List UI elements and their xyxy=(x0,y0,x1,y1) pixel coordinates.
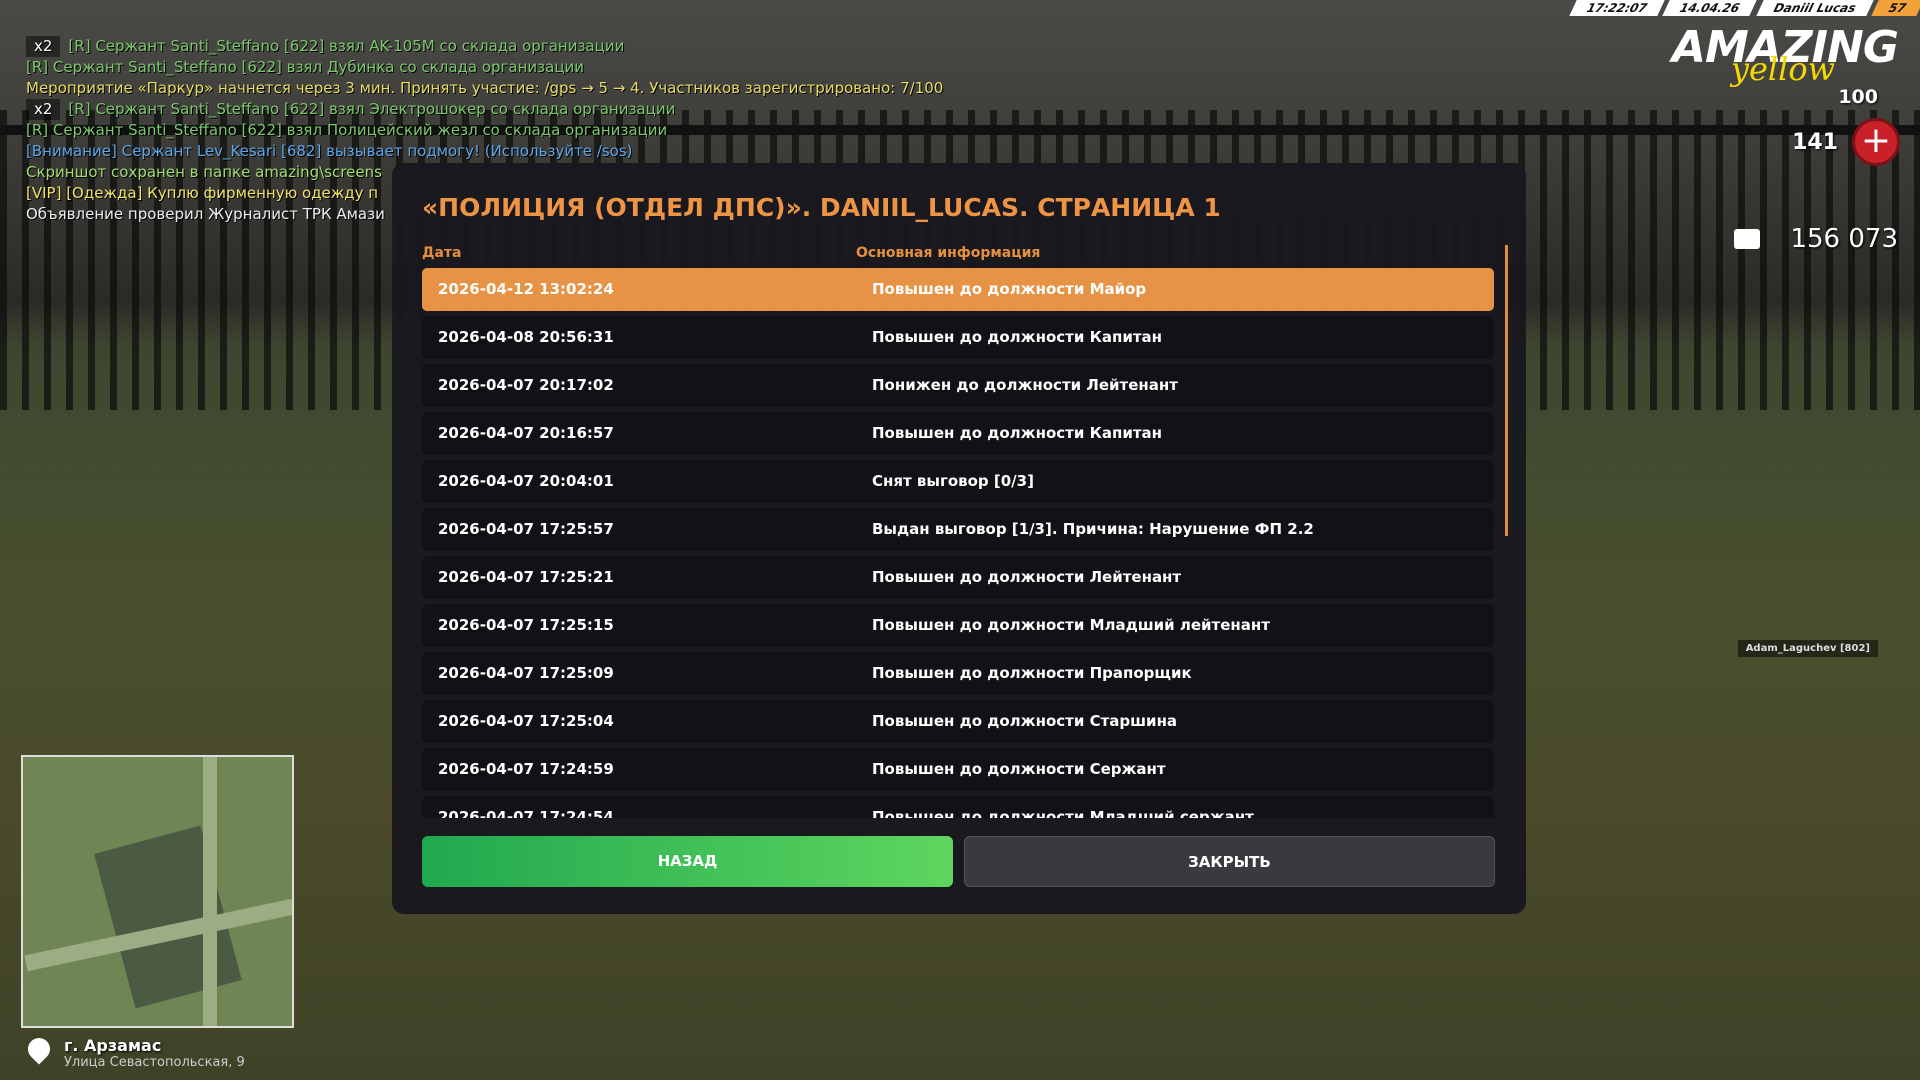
log-row[interactable]: 2026-04-07 20:17:02 Понижен до должности … xyxy=(422,364,1494,407)
chat-line: [R] Сержант Santi_Steffano [622] взял Ду… xyxy=(26,57,943,78)
status-bar: 17:22:07 14.04.26 Daniil Lucas 57 xyxy=(1567,0,1920,16)
chat-text: Мероприятие «Паркур» начнется через 3 ми… xyxy=(26,79,944,97)
armor: 100 xyxy=(1838,86,1878,108)
date-cell: 2026-04-08 20:56:31 xyxy=(438,328,614,346)
date: 14.04.26 xyxy=(1662,0,1758,16)
log-row[interactable]: 2026-04-07 17:25:15 Повышен до должности … xyxy=(422,604,1494,647)
column-header: Дата xyxy=(422,245,462,261)
date-cell: 2026-04-07 17:25:57 xyxy=(438,520,614,538)
chat-badge: x2 xyxy=(26,36,61,57)
time: 17:22:07 xyxy=(1568,0,1665,16)
date-cell: 2026-04-07 20:17:02 xyxy=(438,376,614,394)
fence-rail xyxy=(0,125,1920,135)
date-cell: 2026-04-07 17:25:09 xyxy=(438,664,614,682)
player-id: 57 xyxy=(1871,0,1920,16)
info-cell: Понижен до должности Лейтенант xyxy=(872,376,1178,394)
chat-line: [VIP] [Одежда] Куплю фирменную одежду п xyxy=(26,183,943,204)
rows: 2026-04-12 13:02:24 Повышен до должности … xyxy=(422,268,1494,818)
info-cell: Повышен до должности Капитан xyxy=(872,328,1163,346)
log-row[interactable]: 2026-04-07 17:24:59 Повышен до должности … xyxy=(422,748,1494,791)
log-row[interactable]: 2026-04-12 13:02:24 Повышен до должности … xyxy=(422,268,1494,311)
chat-text: Скриншот сохранен в папке amazing\screen… xyxy=(26,163,382,181)
chat-text: [R] Сержант Santi_Steffano [622] взял По… xyxy=(26,121,668,139)
date-cell: 2026-04-12 13:02:24 xyxy=(438,280,614,298)
info-cell: Выдан выговор [1/3]. Причина: Нарушение … xyxy=(872,520,1314,538)
money: 156 073 xyxy=(1790,224,1898,254)
chat-line: Мероприятие «Паркур» начнется через 3 ми… xyxy=(26,78,943,99)
chat-line: [Внимание] Сержант Lev_Kesari [682] вызы… xyxy=(26,141,943,162)
info-cell: Повышен до должности Капитан xyxy=(872,424,1163,442)
date-cell: 2026-04-07 17:25:21 xyxy=(438,568,614,586)
scrollbar[interactable] xyxy=(1505,245,1508,536)
chat-line: Скриншот сохранен в папке amazing\screen… xyxy=(26,162,943,183)
log-row[interactable]: 2026-04-07 20:16:57 Повышен до должности … xyxy=(422,412,1494,455)
dialog: «ПОЛИЦИЯ (ОТДЕЛ ДПС)». DANIIL_LUCAS. СТР… xyxy=(392,163,1526,914)
dialog-title: «ПОЛИЦИЯ (ОТДЕЛ ДПС)». DANIIL_LUCAS. СТР… xyxy=(422,193,1221,222)
date-cell: 2026-04-07 17:24:59 xyxy=(438,760,614,778)
date-cell: 2026-04-07 20:04:01 xyxy=(438,472,614,490)
info-cell: Повышен до должности Прапорщик xyxy=(872,664,1192,682)
log-row[interactable]: 2026-04-08 20:56:31 Повышен до должности … xyxy=(422,316,1494,359)
info-cell: Повышен до должности Майор xyxy=(872,280,1147,298)
chat-text: [R] Сержант Santi_Steffano [622] взял Эл… xyxy=(68,100,676,118)
info-cell: Повышен до должности Лейтенант xyxy=(872,568,1182,586)
chat-line: [R] Сержант Santi_Steffano [622] взял По… xyxy=(26,120,943,141)
info-cell: Повышен до должности Старшина xyxy=(872,712,1178,730)
log-row[interactable]: 2026-04-07 17:25:04 Повышен до должности … xyxy=(422,700,1494,743)
info-cell: Повышен до должности Младший сержант xyxy=(872,808,1254,818)
column-header: Основная информация xyxy=(856,245,1041,261)
date-cell: 2026-04-07 17:25:04 xyxy=(438,712,614,730)
map-road xyxy=(203,757,217,1026)
info-cell: Снят выговор [0/3] xyxy=(872,472,1034,490)
chat-line: x2 [R] Сержант Santi_Steffano [622] взял … xyxy=(26,36,943,57)
chat-text: [R] Сержант Santi_Steffano [622] взял Ду… xyxy=(26,58,585,76)
date-cell: 2026-04-07 17:24:54 xyxy=(438,808,614,818)
log-row[interactable]: 2026-04-07 17:25:21 Повышен до должности … xyxy=(422,556,1494,599)
street: Улица Севастопольская, 9 xyxy=(64,1055,245,1070)
log-row[interactable]: 2026-04-07 17:25:57 Выдан выговор [1/3]. … xyxy=(422,508,1494,551)
chat-line: x2 [R] Сержант Santi_Steffano [622] взял … xyxy=(26,99,943,120)
close-button[interactable]: ЗАКРЫТЬ xyxy=(964,836,1495,887)
chat: x2 [R] Сержант Santi_Steffano [622] взял … xyxy=(26,36,943,225)
wallet-icon xyxy=(1734,229,1760,249)
voice-tag: Adam_Laguchev [802] xyxy=(1737,640,1878,657)
log-row[interactable]: 2026-04-07 20:04:01 Снят выговор [0/3] xyxy=(422,460,1494,503)
logo: AMAZING xyxy=(1671,22,1899,73)
player: Daniil Lucas xyxy=(1755,0,1874,16)
chat-text: Объявление проверил Журналист ТРК Амази xyxy=(26,205,385,223)
info-cell: Повышен до должности Сержант xyxy=(872,760,1166,778)
minimap xyxy=(21,755,294,1028)
log-row[interactable]: 2026-04-07 17:24:54 Повышен до должности … xyxy=(422,796,1494,818)
chat-line: Объявление проверил Журналист ТРК Амази xyxy=(26,204,943,225)
chat-text: [VIP] [Одежда] Куплю фирменную одежду п xyxy=(26,184,379,202)
date-cell: 2026-04-07 20:16:57 xyxy=(438,424,614,442)
chat-text: [Внимание] Сержант Lev_Kesari [682] вызы… xyxy=(26,142,633,160)
chat-text: [R] Сержант Santi_Steffano [622] взял AK… xyxy=(68,37,625,55)
health-icon: + xyxy=(1852,118,1900,166)
city: г. Арзамас xyxy=(64,1036,162,1055)
logo-sub: yellow xyxy=(1730,50,1835,88)
info-cell: Повышен до должности Младший лейтенант xyxy=(872,616,1270,634)
health: 141 xyxy=(1792,130,1838,155)
log-row[interactable]: 2026-04-07 17:25:09 Повышен до должности … xyxy=(422,652,1494,695)
date-cell: 2026-04-07 17:25:15 xyxy=(438,616,614,634)
location-pin xyxy=(23,1033,55,1065)
back-button[interactable]: НАЗАД xyxy=(422,836,953,887)
chat-badge: x2 xyxy=(26,99,61,120)
